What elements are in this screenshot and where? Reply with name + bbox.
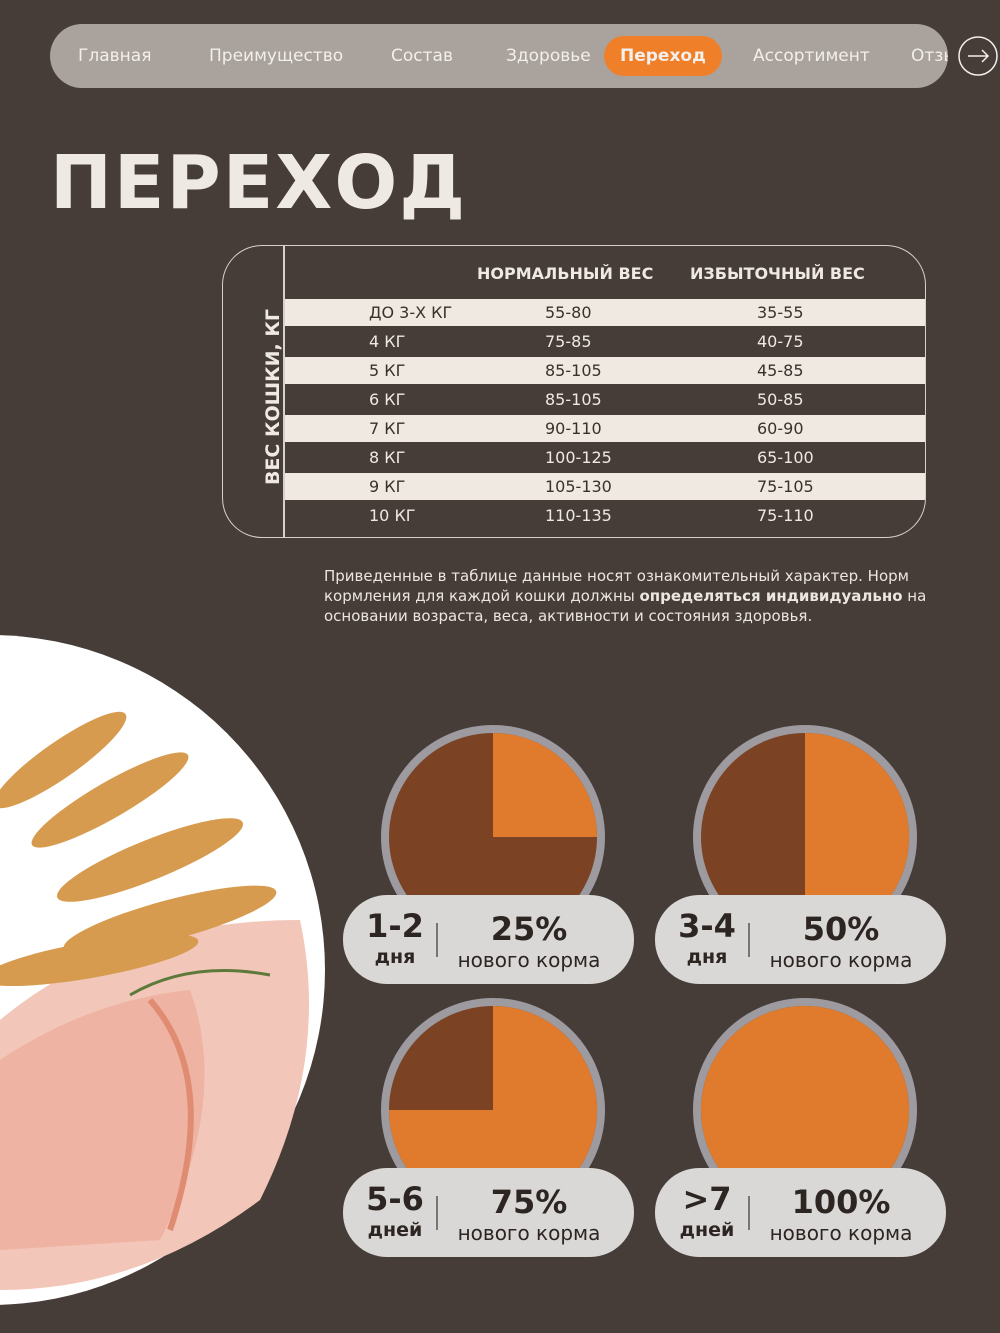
step-days: 1-2 [366,907,424,945]
nav-item[interactable]: Отзывы [911,46,948,66]
table-cell: 50-85 [757,390,804,409]
step-caption: нового корма [770,948,913,972]
step-card [343,895,634,984]
table-cell: 10 КГ [369,506,416,525]
table-cell: 90-110 [545,419,602,438]
table-cell: 85-105 [545,361,602,380]
table-row: ДО 3-Х КГ 55-80 35-55 [285,299,925,326]
table-cell: 7 КГ [369,419,406,438]
table-cell: 60-90 [757,419,804,438]
nav-arrow [968,49,990,63]
step-days-unit: дня [687,946,728,968]
side-label: ВЕС КОШКИ, КГ [262,308,284,486]
step-caption: нового корма [458,1221,601,1245]
table-cell: 40-75 [757,332,804,351]
table-cell: 75-85 [545,332,592,351]
step-days-unit: дня [375,946,416,968]
table-cell: 55-80 [545,303,592,322]
column-header: НОРМАЛЬНЫЙ ВЕС [477,264,654,283]
table-row: 5 КГ 85-105 45-85 [285,357,925,384]
column-header: ИЗБЫТОЧНЫЙ ВЕС [690,264,865,283]
table-cell: 110-135 [545,506,612,525]
note-text: Приведенные в таблице данные носят ознак… [324,567,909,605]
nav-item[interactable]: Состав [391,46,453,66]
step-days: 5-6 [366,1180,424,1218]
table-cell: 45-85 [757,361,804,380]
note-text: на основании возраста, веса, активности … [324,587,927,625]
table-cell: 35-55 [757,303,804,322]
step-caption: нового корма [770,1221,913,1245]
step-share: 50% [803,910,880,948]
table-divider [283,246,285,537]
meat [0,920,309,1290]
table-row: 9 КГ 105-130 75-105 [285,473,925,500]
note-bold: определяться индивидуально [639,587,903,605]
table-row: 6 КГ 85-105 50-85 [285,386,925,413]
step-days: >7 [682,1180,731,1218]
step-share: 75% [491,1183,568,1221]
step-card [655,895,946,984]
wheat [0,711,277,987]
table-cell: 9 КГ [369,477,406,496]
step-share: 25% [491,910,568,948]
bowl-new-food [493,733,597,837]
nav-item[interactable]: Ассортимент [753,46,870,66]
nav-item[interactable]: Преимущество [209,46,344,66]
nav-bar: Главная Преимущество Состав Здоровье Переход… [50,24,948,88]
table-row: 7 КГ 90-110 60-90 [285,415,925,442]
note: Приведенные в таблице данные носят ознак… [324,566,934,626]
table-cell: 65-100 [757,448,814,467]
nav-arrow-button[interactable] [958,36,998,76]
page-title: ПЕРЕХОД [50,140,468,226]
table-row: 4 КГ 75-85 40-75 [285,328,925,355]
feeding-table: ВЕС КОШКИ, КГ НОРМАЛЬНЫЙ ВЕС ИЗБЫТОЧНЫЙ … [222,245,926,538]
table-cell: 8 КГ [369,448,406,467]
bowl-new-food [389,1006,597,1214]
table-cell: 4 КГ [369,332,406,351]
step-card [655,1168,946,1257]
table-cell: ДО 3-Х КГ [369,303,453,322]
step-caption: нового корма [458,948,601,972]
bowl-new-food [805,733,909,941]
table-cell: 105-130 [545,477,612,496]
table-cell: 75-110 [757,506,814,525]
step-days: 3-4 [678,907,736,945]
table-cell: 6 КГ [369,390,406,409]
table-cell: 85-105 [545,390,602,409]
nav-item[interactable]: Переход [604,36,722,76]
table-cell: 100-125 [545,448,612,467]
table-cell: 75-105 [757,477,814,496]
step-days-unit: дней [368,1219,423,1241]
table-row: 8 КГ 100-125 65-100 [285,444,925,471]
nav-item[interactable]: Главная [78,46,152,66]
step-card [343,1168,634,1257]
table-row: 10 КГ 110-135 75-110 [285,502,925,529]
bowl-new-food [701,1006,909,1214]
step-days-unit: дней [680,1219,735,1241]
table-cell: 5 КГ [369,361,406,380]
nav-item[interactable]: Здоровье [506,46,591,66]
step-share: 100% [792,1183,891,1221]
